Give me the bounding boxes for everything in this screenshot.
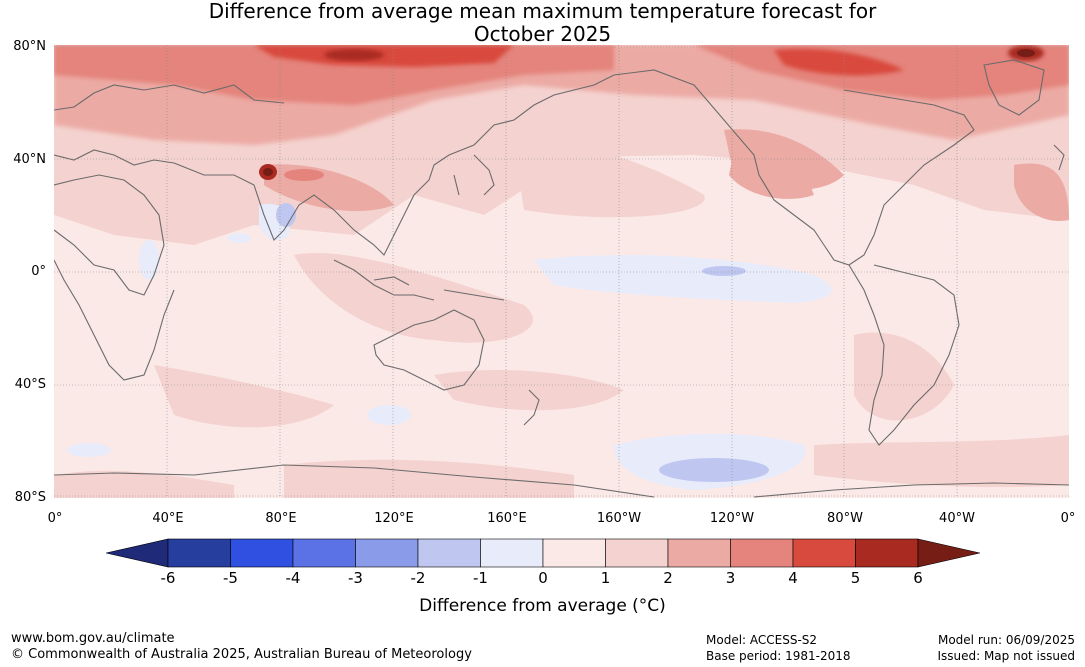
colorbar-segment [667, 538, 731, 568]
lon-label-0-left: 0° [47, 511, 63, 526]
colorbar-segment [417, 538, 481, 568]
colorbar-over-arrow [917, 538, 981, 568]
colorbar-under-arrow [105, 538, 169, 568]
lat-label-equator: 0° [31, 264, 46, 279]
footer-model-run: Model run: 06/09/2025 [937, 633, 1075, 647]
lat-label-80s: 80°S [14, 490, 46, 505]
colorbar-segment [480, 538, 544, 568]
footer-base-period: Base period: 1981-2018 [706, 649, 851, 663]
colorbar-segment [542, 538, 606, 568]
map-title: Difference from average mean maximum tem… [0, 0, 1085, 46]
colorbar-segment [792, 538, 856, 568]
colorbar-tick-label: 1 [600, 569, 611, 587]
colorbar-tick-label: 4 [788, 569, 798, 587]
anomaly-shading [54, 45, 1069, 498]
colorbar-svg [105, 538, 981, 568]
footer-issued: Issued: Map not issued [937, 649, 1075, 663]
colorbar-segment [167, 538, 231, 568]
colorbar-tick-label: -2 [410, 569, 426, 587]
colorbar-tick-label: 3 [725, 569, 736, 587]
lat-label-40s: 40°S [14, 377, 46, 392]
colorbar-tick-label: 6 [913, 569, 923, 587]
lon-label-160w: 160°W [596, 511, 642, 526]
colorbar [105, 538, 981, 572]
lon-label-120e: 120°E [374, 511, 414, 526]
colorbar-tick-label: 2 [663, 569, 673, 587]
colorbar-segment [855, 538, 919, 568]
colorbar-segment [730, 538, 794, 568]
lat-label-40n: 40°N [13, 152, 46, 167]
lon-label-0-right: 0° [1060, 511, 1076, 526]
title-line-1: Difference from average mean maximum tem… [208, 0, 877, 23]
colorbar-tick-label: -4 [285, 569, 301, 587]
footer-url: www.bom.gov.au/climate [11, 631, 175, 646]
lon-label-40e: 40°E [152, 511, 184, 526]
colorbar-tick-label: 5 [850, 569, 861, 587]
colorbar-tick-label: 0 [538, 569, 548, 587]
footer-model: Model: ACCESS-S2 [706, 633, 818, 647]
lon-label-80e: 80°E [265, 511, 297, 526]
lon-label-120w: 120°W [709, 511, 755, 526]
footer-copyright: © Commonwealth of Australia 2025, Austra… [11, 647, 472, 662]
coastlines [54, 59, 1069, 498]
lat-label-80n: 80°N [13, 39, 46, 54]
colorbar-tick-label: -6 [160, 569, 176, 587]
colorbar-segment [292, 538, 356, 568]
graticule [54, 45, 1069, 498]
colorbar-segment [355, 538, 419, 568]
map-svg [54, 45, 1069, 498]
lon-label-40w: 40°W [939, 511, 975, 526]
colorbar-tick-label: -5 [223, 569, 238, 587]
colorbar-segment [230, 538, 294, 568]
lon-label-160e: 160°E [487, 511, 527, 526]
colorbar-tick-label: -1 [473, 569, 488, 587]
title-line-2: October 2025 [473, 22, 612, 46]
colorbar-label: Difference from average (°C) [419, 596, 666, 616]
colorbar-tick-label: -3 [348, 569, 363, 587]
lon-label-80w: 80°W [827, 511, 863, 526]
temperature-anomaly-map [54, 45, 1069, 498]
colorbar-segment [605, 538, 669, 568]
